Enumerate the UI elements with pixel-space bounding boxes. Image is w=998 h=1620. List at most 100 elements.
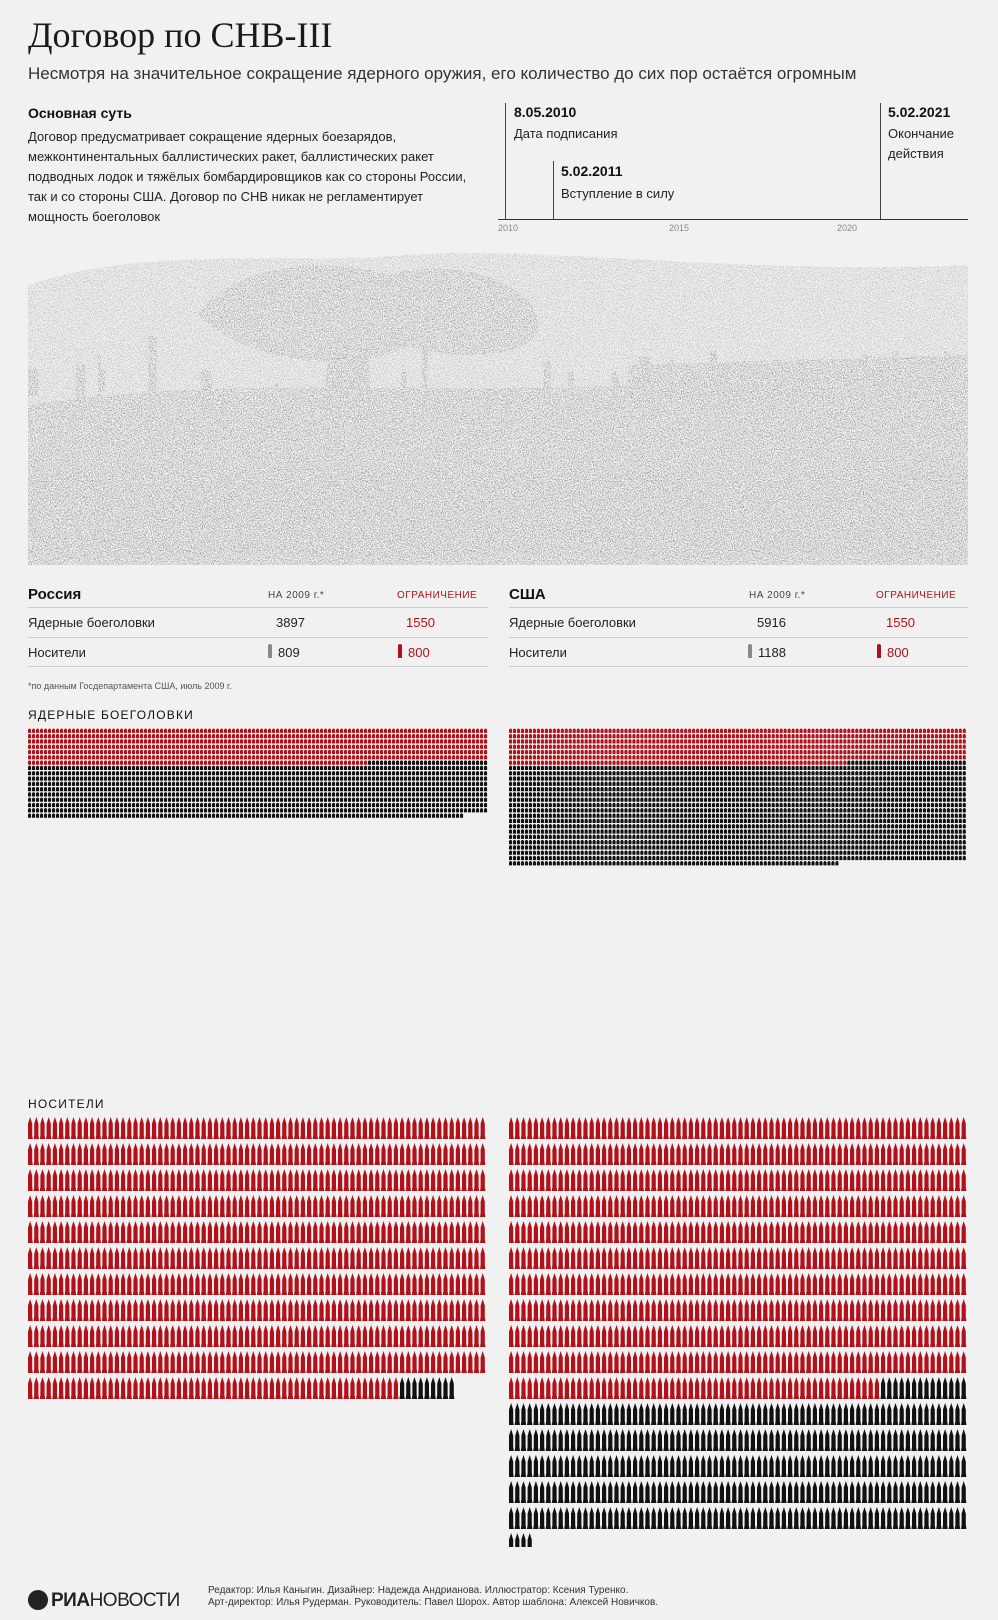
warhead-icon	[580, 850, 584, 855]
warhead-icon	[580, 765, 584, 770]
warhead-icon	[895, 760, 899, 765]
warhead-icon	[855, 770, 859, 776]
warhead-icon	[843, 829, 847, 834]
warhead-icon	[160, 760, 164, 765]
warhead-icon	[252, 739, 256, 744]
warhead-icon	[775, 760, 779, 765]
warhead-icon	[552, 792, 556, 797]
warhead-icon	[48, 786, 52, 792]
warhead-icon	[420, 792, 424, 797]
warhead-icon	[520, 834, 525, 839]
warhead-icon	[604, 829, 608, 834]
warhead-icon	[747, 760, 751, 765]
warhead-icon	[160, 755, 164, 760]
warhead-icon	[436, 749, 440, 755]
warhead-icon	[660, 733, 664, 739]
warhead-icon	[851, 818, 855, 823]
warhead-icon	[232, 792, 236, 797]
warhead-icon	[280, 728, 284, 733]
warhead-icon	[560, 739, 564, 744]
warhead-icon	[672, 749, 676, 755]
warhead-icon	[950, 829, 954, 834]
missile-icon	[213, 1117, 219, 1139]
warhead-icon	[831, 770, 835, 776]
warhead-icon	[64, 802, 68, 808]
warhead-icon	[212, 770, 216, 776]
warhead-icon	[532, 839, 536, 845]
warhead-icon	[220, 765, 224, 770]
warhead-icon	[564, 786, 568, 792]
warhead-icon	[516, 839, 521, 845]
warhead-icon	[420, 755, 424, 760]
warhead-icon	[887, 760, 891, 765]
warhead-icon	[727, 776, 731, 781]
warhead-icon	[240, 808, 244, 813]
missile-icon	[269, 1117, 275, 1139]
warhead-icon	[620, 755, 624, 760]
warhead-icon	[280, 802, 284, 808]
warhead-icon	[520, 755, 525, 760]
warhead-icon	[636, 808, 640, 813]
warhead-icon	[548, 855, 552, 861]
warhead-icon	[228, 781, 232, 786]
warhead-icon	[700, 818, 704, 823]
warhead-icon	[400, 802, 404, 808]
warhead-icon	[156, 776, 160, 781]
warhead-icon	[68, 797, 72, 802]
warhead-icon	[96, 808, 100, 813]
warhead-icon	[584, 728, 588, 733]
warhead-icon	[922, 823, 927, 829]
warhead-icon	[412, 739, 416, 744]
warhead-icon	[388, 786, 392, 792]
warhead-icon	[727, 813, 731, 818]
warhead-icon	[376, 813, 380, 818]
warhead-icon	[711, 813, 716, 818]
warhead-icon	[648, 744, 652, 749]
warhead-icon	[847, 744, 851, 749]
warhead-icon	[644, 813, 648, 818]
warhead-icon	[276, 802, 280, 808]
warhead-icon	[899, 733, 903, 739]
warhead-icon	[80, 765, 84, 770]
warhead-icon	[672, 776, 676, 781]
warhead-icon	[910, 739, 915, 744]
warhead-icon	[823, 733, 827, 739]
warhead-icon	[168, 781, 172, 786]
warhead-icon	[216, 786, 220, 792]
warhead-icon	[236, 792, 240, 797]
warhead-icon	[432, 776, 436, 781]
warhead-icon	[144, 786, 148, 792]
warhead-icon	[620, 733, 624, 739]
warhead-icon	[588, 792, 592, 797]
warhead-icon	[938, 834, 942, 839]
warhead-icon	[592, 808, 596, 813]
warhead-icon	[120, 765, 124, 770]
warhead-icon	[272, 755, 276, 760]
warhead-icon	[863, 829, 867, 834]
warhead-icon	[803, 781, 807, 786]
warhead-icon	[520, 813, 525, 818]
warhead-icon	[823, 744, 827, 749]
warhead-icon	[879, 739, 883, 744]
warhead-icon	[224, 770, 228, 776]
warhead-icon	[891, 781, 895, 786]
warhead-icon	[552, 850, 556, 855]
warhead-icon	[424, 813, 428, 818]
warhead-icon	[308, 808, 312, 813]
warhead-icon	[56, 792, 60, 797]
warhead-icon	[831, 845, 835, 850]
warhead-icon	[164, 760, 168, 765]
warhead-icon	[648, 749, 652, 755]
warhead-icon	[484, 786, 488, 792]
warhead-icon	[839, 829, 843, 834]
warhead-icon	[204, 792, 208, 797]
warhead-icon	[891, 755, 895, 760]
warhead-icon	[751, 834, 755, 839]
warhead-icon	[252, 781, 256, 786]
warhead-icon	[540, 776, 544, 781]
warhead-icon	[608, 823, 612, 829]
warhead-icon	[827, 792, 831, 797]
warhead-icon	[568, 834, 572, 839]
warhead-icon	[104, 770, 108, 776]
warhead-icon	[564, 749, 568, 755]
